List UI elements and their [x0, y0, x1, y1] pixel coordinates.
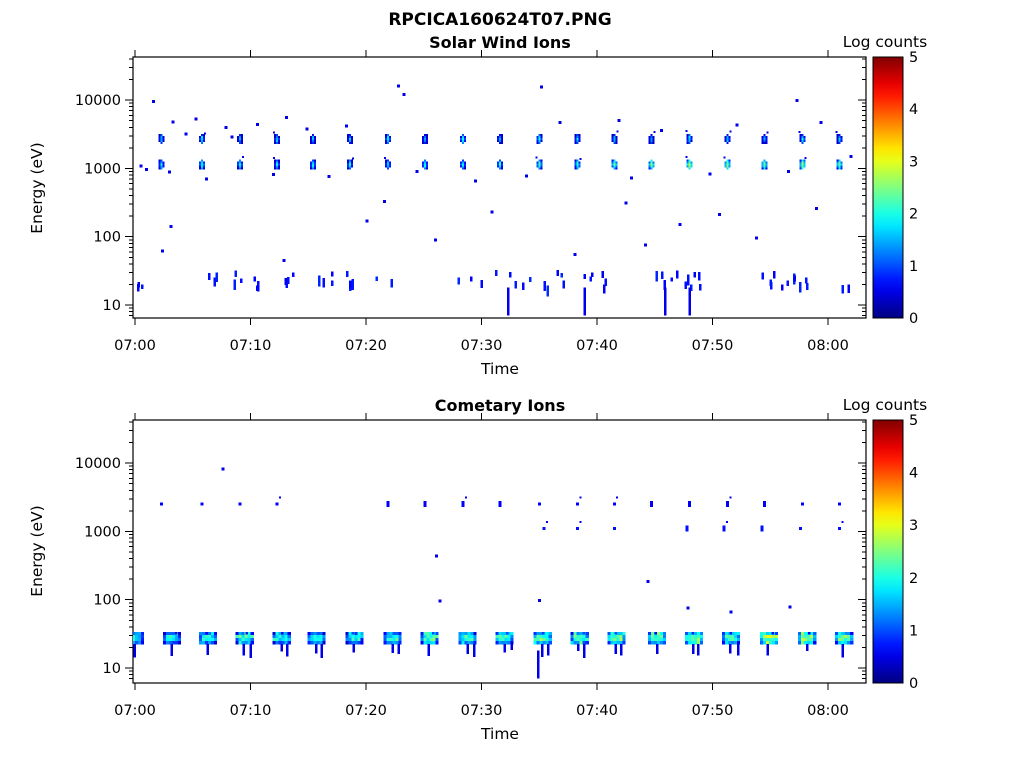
colorbar-gradient	[872, 419, 904, 684]
x-tick-label: 07:10	[230, 338, 272, 354]
colorbar-tick-label: 1	[909, 623, 918, 639]
figure-title: RPCICA160624T07.PNG	[388, 10, 611, 30]
colorbar-tick-label: 5	[909, 50, 918, 66]
colorbar: 0 1 2 3 4 5	[872, 50, 918, 327]
panel1-title: Solar Wind Ions	[429, 33, 571, 52]
x-tick-label: 08:00	[807, 703, 849, 719]
colorbar2-label: Log counts	[843, 396, 927, 414]
colorbar-tick-label: 0	[909, 311, 918, 327]
axes: 07:00 07:10 07:20 07:30 07:40 07:50 08:00 10 100…	[75, 50, 867, 354]
x-tick-label: 07:40	[576, 703, 618, 719]
x-tick-label: 07:40	[576, 338, 618, 354]
heatmap-cells	[137, 84, 853, 316]
colorbar-tick-label: 0	[909, 676, 918, 692]
colorbar1-label: Log counts	[843, 33, 927, 51]
x-tick-label: 07:30	[461, 338, 503, 354]
x-tick-label: 07:50	[692, 703, 734, 719]
colorbar-tick-label: 3	[909, 518, 918, 534]
y-tick-label: 10000	[75, 456, 121, 472]
plot-frame	[132, 56, 867, 319]
panel1-ylabel: Energy (eV)	[28, 142, 46, 233]
colorbar-tick-label: 2	[909, 571, 918, 587]
panel-1: 07:00 07:10 07:20 07:30 07:40 07:50 08:0010100…	[75, 50, 918, 354]
x-tick-label: 07:20	[345, 703, 387, 719]
colorbar-tick-label: 2	[909, 207, 918, 223]
x-tick-label: 07:30	[461, 703, 503, 719]
colorbar-tick-label: 5	[909, 413, 918, 429]
colorbar-tick-label: 1	[909, 259, 918, 275]
panel2-xlabel: Time	[480, 725, 519, 743]
x-tick-label: 08:00	[807, 338, 849, 354]
colorbar-tick-label: 4	[909, 466, 918, 482]
colorbar-tick-label: 4	[909, 102, 918, 118]
heatmap-cells	[133, 467, 854, 679]
x-tick-label: 07:10	[230, 703, 272, 719]
panel2-ylabel: Energy (eV)	[28, 505, 46, 596]
panel1-xlabel: Time	[480, 360, 519, 378]
y-tick-label: 100	[93, 230, 121, 246]
colorbar-gradient	[872, 56, 904, 319]
x-tick-label: 07:00	[114, 703, 156, 719]
generated-plot-content: 07:00 07:10 07:20 07:30 07:40 07:50 08:0010100…	[75, 50, 918, 719]
y-tick-label: 1000	[84, 161, 121, 177]
panel2-title: Cometary Ions	[435, 396, 565, 415]
y-tick-label: 1000	[84, 524, 121, 540]
y-tick-label: 10	[103, 298, 121, 314]
y-tick-label: 10	[103, 661, 121, 677]
y-tick-label: 100	[93, 593, 121, 609]
colorbar: 0 1 2 3 4 5	[872, 413, 918, 692]
x-tick-label: 07:20	[345, 338, 387, 354]
colorbar-tick-label: 3	[909, 154, 918, 170]
x-tick-label: 07:50	[692, 338, 734, 354]
panel-2: 07:00 07:10 07:20 07:30 07:40 07:50 08:0010100…	[75, 413, 918, 719]
y-tick-label: 10000	[75, 93, 121, 109]
x-tick-label: 07:00	[114, 338, 156, 354]
axes: 07:00 07:10 07:20 07:30 07:40 07:50 08:00 10 100…	[75, 413, 867, 719]
